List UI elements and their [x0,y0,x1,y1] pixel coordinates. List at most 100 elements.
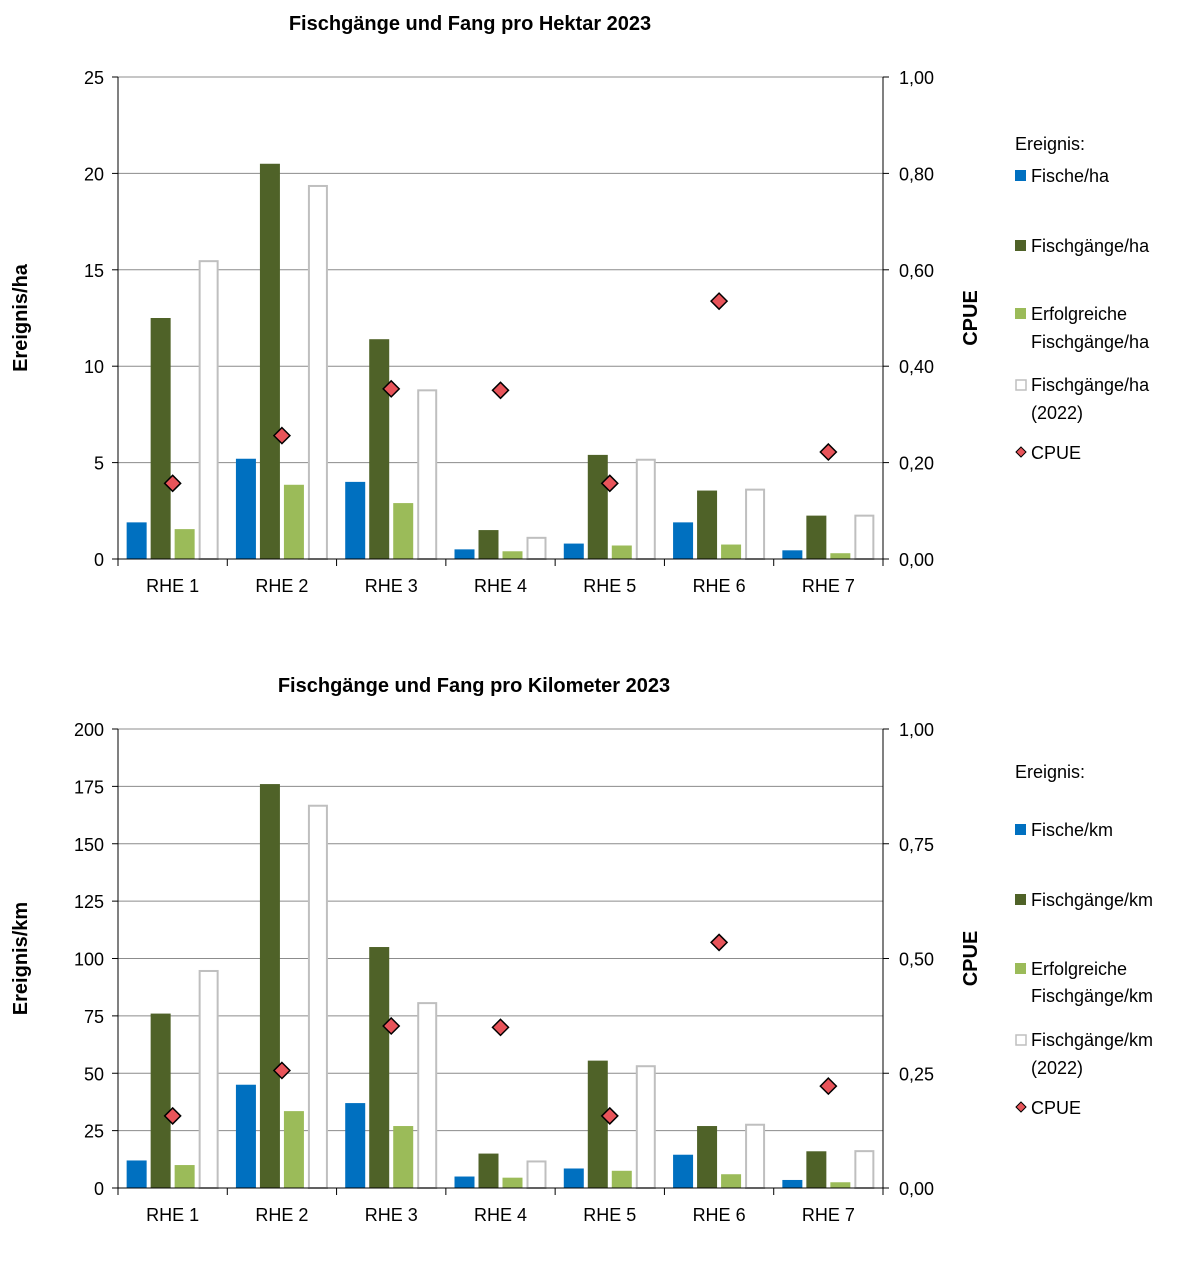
y-tick-label: 200 [74,720,104,740]
legend-label: CPUE [1031,1098,1081,1118]
y2-tick-label: 0,00 [899,1179,934,1199]
legend: Ereignis:Fische/kmFischgänge/kmErfolgrei… [1015,762,1153,1118]
bar [283,484,304,559]
y-tick-label: 175 [74,777,104,797]
bar [782,1179,803,1188]
bar [673,1154,694,1188]
x-tick-label: RHE 4 [474,1205,527,1225]
bar [174,529,195,559]
legend-title: Ereignis: [1015,762,1085,782]
y2-axis-label: CPUE [960,931,982,987]
bar [259,163,280,559]
bar [150,318,171,559]
bar-hollow [635,458,656,560]
bar [611,1170,632,1188]
x-tick-label: RHE 5 [583,1205,636,1225]
chart-title: Fischgänge und Fang pro Kilometer 2023 [278,675,670,697]
legend-label: CPUE [1031,443,1081,463]
bar [283,1111,304,1188]
bar [345,481,366,559]
legend-label-line: Fischgänge/ha [1031,332,1150,352]
bar [587,1060,608,1188]
bar [235,1084,256,1188]
bar [126,522,147,559]
legend-swatch [1015,1034,1027,1046]
y-tick-label: 5 [94,454,104,474]
y-tick-label: 100 [74,950,104,970]
bar [697,490,718,559]
legend-label: Fischgänge/ha (2022) [1031,375,1150,423]
bar-hollow [198,260,219,560]
cpue-marker [491,381,510,400]
y-tick-label: 150 [74,835,104,855]
cpue-marker [819,1077,838,1096]
legend-label: Fischgänge/km (2022) [1031,1030,1153,1078]
x-tick-label: RHE 3 [365,576,418,596]
bar [782,550,803,559]
y-tick-label: 0 [94,550,104,570]
y-tick-label: 25 [84,1122,104,1142]
chart-1: Fischgänge und Fang pro Hektar 2023 0 5 10 1… [10,13,1150,596]
y-tick-label: 0 [94,1179,104,1199]
x-tick-label: RHE 4 [474,576,527,596]
bar [587,454,608,559]
y2-tick-label: 0,80 [899,164,934,184]
bar [611,545,632,559]
cpue-marker [272,1061,291,1080]
bar [454,549,475,559]
bar-hollow [526,536,547,561]
legend-label: Erfolgreiche Fischgänge/ha [1031,304,1150,352]
bar [502,1177,523,1188]
legend-swatch [1015,1101,1027,1113]
legend-title: Ereignis: [1015,134,1085,154]
x-tick-label: RHE 3 [365,1205,418,1225]
bar [478,530,499,559]
y2-tick-label: 0,20 [899,454,934,474]
bar [369,339,390,559]
x-tick-label: RHE 7 [802,1205,855,1225]
bar-hollow [854,514,875,561]
legend: Ereignis:Fische/haFischgänge/haErfolgrei… [1015,134,1150,463]
y-tick-label: 10 [84,357,104,377]
legend-swatch [1015,824,1026,835]
bar-hollow [417,1002,438,1189]
chart-2: Fischgänge und Fang pro Kilometer 2023 0 2… [10,675,1153,1225]
bar [345,1103,366,1188]
bar [174,1165,195,1188]
y2-tick-label: 0,40 [899,357,934,377]
bar [393,1126,414,1188]
legend-swatch [1015,170,1026,181]
y2-tick-label: 1,00 [899,68,934,88]
legend-label-line: Fischgänge/ha [1031,375,1150,395]
legend-swatch [1015,379,1027,391]
cpue-marker [819,442,838,462]
y-tick-label: 25 [84,68,104,88]
legend-label: Fische/km [1031,820,1113,840]
cpue-marker [382,379,401,398]
bar [673,522,694,559]
y2-tick-label: 0,00 [899,550,934,570]
bar [697,1126,718,1188]
bar [806,515,827,559]
bar [478,1153,499,1188]
bar-hollow [307,184,328,561]
y2-tick-label: 1,00 [899,720,934,740]
legend-swatch [1015,240,1026,251]
x-tick-label: RHE 1 [146,576,199,596]
legend-swatch [1015,308,1026,319]
y2-tick-label: 0,75 [899,835,934,855]
y2-tick-label: 0,50 [899,950,934,970]
legend-label: Fischgänge/ha [1031,236,1150,256]
bar-hollow [635,1065,656,1190]
bar [830,553,851,559]
bar [721,544,742,559]
bar [150,1013,171,1188]
bar [830,1182,851,1188]
cpue-marker [491,1018,510,1037]
y2-tick-label: 0,25 [899,1064,934,1084]
bar-hollow [307,804,328,1189]
legend-swatch [1015,446,1027,458]
x-tick-label: RHE 1 [146,1205,199,1225]
bar [259,784,280,1188]
